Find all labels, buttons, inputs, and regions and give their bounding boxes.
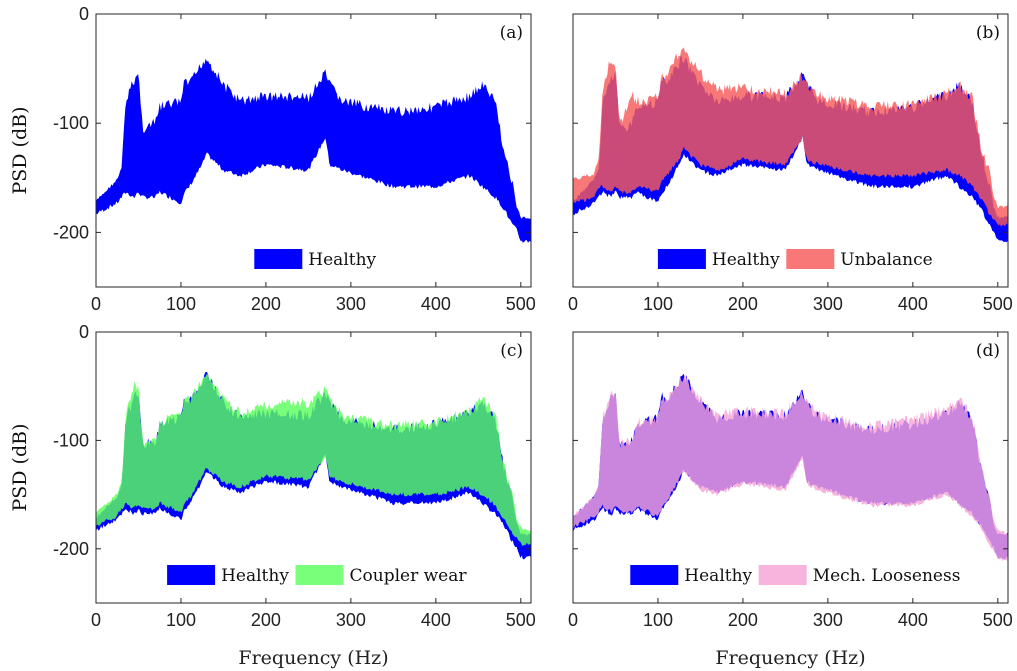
y-tick-label: 0 [79, 4, 89, 24]
x-tick-label: 100 [166, 294, 196, 314]
panel-label: (d) [976, 341, 1000, 361]
axes-frame [572, 331, 1009, 604]
legend-label-coupler-wear: Coupler wear [350, 566, 468, 586]
legend-label-mech-looseness: Mech. Looseness [813, 566, 961, 586]
x-tick-label: 200 [251, 294, 281, 314]
legend-label-healthy: Healthy [221, 566, 289, 586]
series-band-mech-looseness [573, 374, 1008, 561]
legend-swatch-healthy [167, 565, 216, 585]
legend-swatch-unbalance [786, 249, 835, 269]
y-axis-label: PSD (dB) [9, 106, 31, 194]
panel-c: 0 100 200 300 400 500 0 -100 -200 (c) PSD (dB) Freq… [9, 322, 536, 669]
series-band-healthy [96, 58, 531, 243]
panel-d: 0 100 200 300 400 500 (d) Frequency (Hz) Healthy… [568, 331, 1013, 669]
x-tick-label: 300 [813, 610, 843, 630]
x-tick-label: 0 [91, 610, 101, 630]
x-tick-label: 100 [166, 610, 196, 630]
y-tick-label: 0 [79, 322, 89, 342]
legend: Healthy Coupler wear [167, 565, 467, 586]
legend: Healthy Unbalance [657, 249, 933, 270]
axes-frame [95, 13, 532, 288]
x-tick-label: 200 [728, 294, 758, 314]
x-tick-label: 300 [336, 294, 366, 314]
axes-frame [572, 13, 1009, 288]
y-tick-label: -200 [53, 539, 89, 559]
panel-label: (b) [976, 23, 1000, 43]
panel-b: 0 100 200 300 400 500 (b) Healthy Unbalance [568, 13, 1013, 314]
y-tick-label: -100 [53, 430, 89, 450]
x-tick-label: 400 [421, 610, 451, 630]
x-tick-label: 0 [568, 294, 578, 314]
series-band-coupler-wear [96, 373, 531, 547]
y-tick-label: -100 [53, 113, 89, 133]
x-tick-label: 300 [813, 294, 843, 314]
x-tick-label: 100 [643, 294, 673, 314]
x-tick-label: 0 [91, 294, 101, 314]
panel-label: (a) [500, 23, 523, 43]
x-axis-label: Frequency (Hz) [715, 647, 865, 669]
panel-a: 0 100 200 300 400 500 0 -100 -200 (a) PSD (dB) Heal… [9, 4, 536, 314]
legend-label-healthy: Healthy [712, 250, 780, 270]
x-tick-label: 500 [506, 610, 536, 630]
legend-swatch-coupler-wear [295, 565, 344, 585]
x-tick-label: 400 [898, 294, 928, 314]
legend-label-unbalance: Unbalance [840, 250, 932, 270]
legend-label-healthy: Healthy [308, 250, 376, 270]
x-axis-label: Frequency (Hz) [238, 647, 388, 669]
panel-label: (c) [500, 341, 523, 361]
x-tick-label: 400 [421, 294, 451, 314]
x-tick-label: 200 [251, 610, 281, 630]
x-tick-label: 300 [336, 610, 366, 630]
legend: Healthy [254, 249, 377, 270]
x-tick-label: 500 [983, 294, 1013, 314]
x-tick-label: 100 [643, 610, 673, 630]
legend-swatch-mech-looseness [758, 565, 807, 585]
legend-label-healthy: Healthy [684, 566, 752, 586]
y-axis-label: PSD (dB) [9, 423, 31, 511]
legend-swatch-healthy [254, 249, 303, 269]
legend-swatch-healthy [630, 565, 679, 585]
x-tick-label: 500 [506, 294, 536, 314]
x-tick-label: 0 [568, 610, 578, 630]
x-tick-label: 200 [728, 610, 758, 630]
legend-swatch-healthy [657, 249, 706, 269]
y-tick-label: -200 [53, 222, 89, 242]
x-tick-label: 400 [898, 610, 928, 630]
axes-frame [95, 331, 532, 604]
x-tick-label: 500 [983, 610, 1013, 630]
series-band-unbalance [573, 47, 1008, 227]
legend: Healthy Mech. Looseness [630, 565, 960, 586]
